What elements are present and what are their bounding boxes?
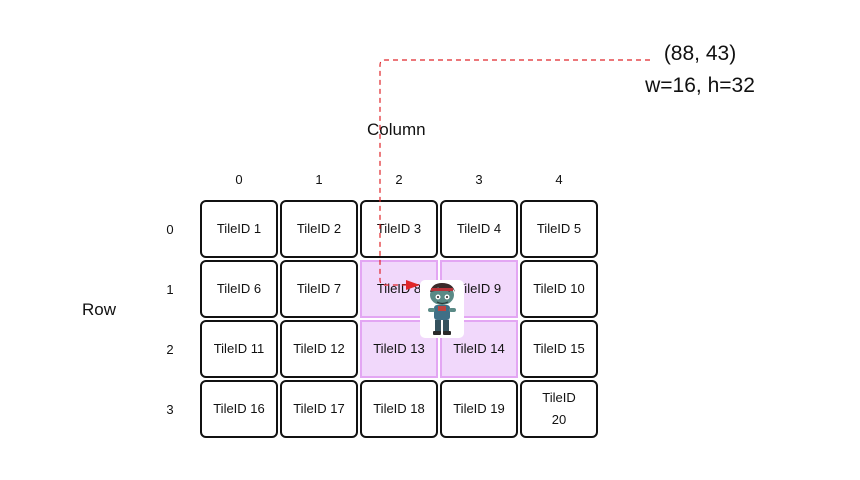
tile: TileID 18: [360, 380, 438, 438]
tile: TileID 3: [360, 200, 438, 258]
tile: TileID 7: [280, 260, 358, 318]
row-axis-title: Row: [82, 300, 117, 319]
tile: TileID 19: [440, 380, 518, 438]
column-index: 2: [395, 172, 403, 187]
zombie-sprite-icon: [420, 280, 464, 338]
tile: TileID 12: [280, 320, 358, 378]
row-index: 1: [166, 282, 174, 297]
tile: TileID 20: [520, 380, 598, 438]
tile: TileID 10: [520, 260, 598, 318]
tile: TileID 6: [200, 260, 278, 318]
column-index: 0: [235, 172, 243, 187]
tile: TileID 2: [280, 200, 358, 258]
column-axis-title: Column: [367, 120, 426, 139]
sprite-size-label: w=16, h=32: [645, 74, 755, 97]
row-index: 3: [166, 402, 174, 417]
tile: TileID 17: [280, 380, 358, 438]
row-index: 2: [166, 342, 174, 357]
tile-highlighted: TileID 13: [360, 320, 438, 378]
tile: TileID 1: [200, 200, 278, 258]
tile-highlighted: TileID 14: [440, 320, 518, 378]
column-index: 1: [315, 172, 323, 187]
tile: TileID 11: [200, 320, 278, 378]
tile: TileID 4: [440, 200, 518, 258]
column-index: 3: [475, 172, 483, 187]
tile: TileID 5: [520, 200, 598, 258]
tile: TileID 16: [200, 380, 278, 438]
row-index: 0: [166, 222, 174, 237]
tile: TileID 15: [520, 320, 598, 378]
arrowhead-icon: [406, 280, 420, 290]
sprite-position-label: (88, 43): [663, 42, 737, 65]
column-index: 4: [555, 172, 563, 187]
